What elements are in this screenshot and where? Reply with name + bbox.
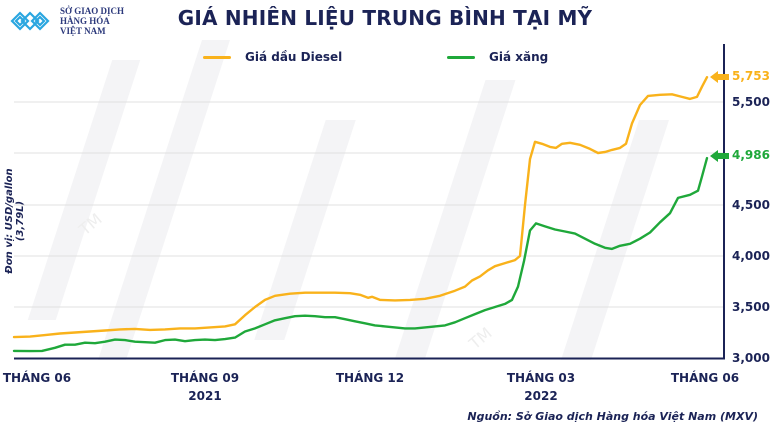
legend-label-gasoline: Giá xăng bbox=[489, 50, 549, 64]
logo-line-1: SỞ GIAO DỊCH bbox=[60, 6, 125, 16]
x-year-2021: 2021 bbox=[188, 389, 222, 403]
logo-line-3: VIỆT NAM bbox=[60, 26, 106, 36]
y-tick-4000: 4,000 bbox=[732, 249, 770, 263]
y-tick-3000: 3,000 bbox=[732, 351, 770, 365]
legend-label-diesel: Giá dầu Diesel bbox=[245, 50, 343, 64]
x-year-2022: 2022 bbox=[524, 389, 558, 403]
legend-swatch-diesel bbox=[203, 55, 231, 59]
mxv-logo-icon bbox=[10, 11, 50, 31]
watermark-tm: TM bbox=[75, 209, 106, 239]
y-tick-5500: 5,500 bbox=[732, 95, 770, 109]
x-tick-jun-2021: THÁNG 06 bbox=[2, 371, 72, 385]
y-tick-4500: 4,500 bbox=[732, 198, 770, 212]
end-value-gasoline: 4,986 bbox=[732, 148, 770, 162]
gridlines bbox=[14, 101, 724, 308]
chart-title: GIÁ NHIÊN LIỆU TRUNG BÌNH TẠI MỸ bbox=[177, 6, 593, 30]
watermark-tm: TM bbox=[465, 323, 496, 353]
series-line-gasoline bbox=[12, 156, 709, 353]
logo-line-2: HÀNG HÓA bbox=[60, 16, 110, 26]
x-tick-mar-2022: THÁNG 03 bbox=[506, 371, 576, 385]
x-tick-dec-2021: THÁNG 12 bbox=[335, 371, 405, 385]
x-tick-sep-2021: THÁNG 09 bbox=[170, 371, 240, 385]
legend-item-gasoline: Giá xăng bbox=[447, 50, 548, 64]
legend-swatch-gasoline bbox=[447, 55, 475, 59]
legend-item-diesel: Giá dầu Diesel bbox=[203, 50, 342, 64]
y-tick-3500: 3,500 bbox=[732, 300, 770, 314]
source-note: Nguồn: Sở Giao dịch Hàng hóa Việt Nam (M… bbox=[467, 410, 758, 423]
x-tick-jun-2022: THÁNG 06 bbox=[670, 371, 740, 385]
mxv-logo: SỞ GIAO DỊCH HÀNG HÓA VIỆT NAM bbox=[10, 6, 124, 36]
arrow-icon-gasoline bbox=[710, 150, 729, 162]
series-line-diesel bbox=[12, 76, 709, 339]
end-value-diesel: 5,753 bbox=[732, 69, 770, 83]
arrow-icon-diesel bbox=[710, 71, 729, 83]
